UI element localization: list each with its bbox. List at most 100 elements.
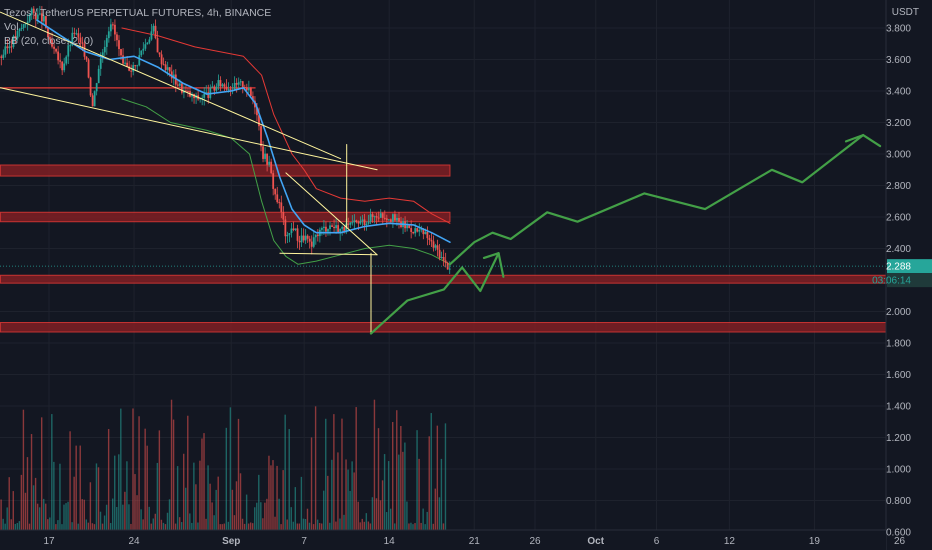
y-tick-label: 3.600 xyxy=(886,55,911,66)
volume-bar xyxy=(187,415,189,538)
candle-body xyxy=(414,228,417,234)
candle-body xyxy=(245,87,248,91)
volume-bar xyxy=(300,476,303,538)
volume-bar xyxy=(105,504,108,538)
candle-body xyxy=(160,54,163,65)
candle-body xyxy=(91,95,94,107)
volume-bar xyxy=(79,445,81,538)
candle-body xyxy=(233,82,236,91)
volume-bar xyxy=(245,494,248,538)
candle-body xyxy=(32,8,35,13)
volume-bar xyxy=(107,429,110,538)
volume-bar xyxy=(75,445,77,538)
volume-bar xyxy=(270,465,272,538)
volume-bar xyxy=(339,518,341,538)
candle-body xyxy=(138,55,141,66)
volume-bar xyxy=(178,517,181,538)
volume-bar xyxy=(260,502,262,538)
candle-body xyxy=(16,31,19,39)
candle-body xyxy=(239,81,242,83)
volume-bar xyxy=(229,407,232,538)
volume-bar xyxy=(302,518,305,538)
candle-body xyxy=(150,31,153,40)
y-tick-label: 1.000 xyxy=(886,465,911,476)
candle-body xyxy=(357,222,360,224)
candle-body xyxy=(310,241,313,247)
volume-bar xyxy=(254,507,256,538)
time-axis: 17 24 Sep 7 14 21 26 Oct 6 12 19 26 xyxy=(0,529,906,550)
candle-body xyxy=(118,40,120,50)
volume-bar xyxy=(400,426,402,538)
volume-bar xyxy=(43,498,45,538)
volume-bar xyxy=(371,497,374,538)
candle-body xyxy=(367,221,370,224)
candle-body xyxy=(442,257,445,261)
candle-body xyxy=(262,146,264,159)
candle-body xyxy=(266,153,269,165)
candle-body xyxy=(63,63,66,71)
volume-bar xyxy=(38,507,41,538)
volume-bar xyxy=(381,480,384,538)
volume-bar xyxy=(176,466,179,538)
volume-bar xyxy=(189,513,191,538)
x-tick-label: 26 xyxy=(894,536,906,547)
volume-bar xyxy=(383,454,386,538)
candle-body xyxy=(432,241,435,248)
candle-body xyxy=(126,62,129,67)
volume-bar xyxy=(215,489,217,538)
candle-body xyxy=(114,24,116,35)
candle-body xyxy=(412,231,415,234)
candle-body xyxy=(337,225,340,233)
volume-bar xyxy=(158,430,161,538)
x-tick-label: 7 xyxy=(301,536,307,547)
volume-bar xyxy=(111,498,114,538)
volume-bar xyxy=(428,436,430,538)
candle-body xyxy=(73,32,76,34)
candle-body xyxy=(128,66,131,71)
volume-bar xyxy=(231,489,234,538)
candle-body xyxy=(274,188,277,195)
candle-body xyxy=(207,92,210,98)
candle-body xyxy=(292,228,295,230)
candle-body xyxy=(53,46,55,49)
volume-bar xyxy=(233,515,236,538)
volume-bar xyxy=(126,461,128,538)
volume-bar xyxy=(345,459,347,538)
candle-body xyxy=(107,31,110,39)
projection-path-short xyxy=(369,252,500,335)
volume-bar xyxy=(239,473,242,538)
volume-bar xyxy=(128,504,130,538)
volume-bar xyxy=(211,502,213,538)
candle-body xyxy=(8,46,11,49)
volume-bar xyxy=(266,498,268,538)
candle-body xyxy=(278,202,281,204)
candle-body xyxy=(156,38,159,53)
candle-body xyxy=(170,71,173,79)
candle-body xyxy=(434,245,437,248)
volume-bar xyxy=(65,503,67,538)
candle-body xyxy=(18,28,21,32)
volume-bar xyxy=(148,506,150,538)
volume-bar xyxy=(282,470,284,538)
candle-body xyxy=(286,234,289,237)
candle-body xyxy=(333,226,335,229)
volume-bar xyxy=(256,502,258,538)
volume-bar xyxy=(193,462,195,538)
volume-bar xyxy=(349,490,351,538)
volume-bar xyxy=(306,508,309,538)
candle-body xyxy=(312,237,315,247)
candle-body xyxy=(77,33,80,38)
candle-body xyxy=(93,91,96,107)
chart-legend: Tezos / TetherUS PERPETUAL FUTURES, 4h, … xyxy=(4,6,271,48)
candle-body xyxy=(2,54,5,58)
candle-body xyxy=(296,228,299,241)
volume-bar xyxy=(34,477,37,538)
candle-body xyxy=(237,82,240,85)
candle-body xyxy=(95,83,98,92)
volume-bar xyxy=(235,481,238,538)
candle-body xyxy=(406,225,409,229)
volume-bar xyxy=(185,487,187,538)
volume-bar xyxy=(103,515,106,538)
candle-body xyxy=(392,214,394,222)
